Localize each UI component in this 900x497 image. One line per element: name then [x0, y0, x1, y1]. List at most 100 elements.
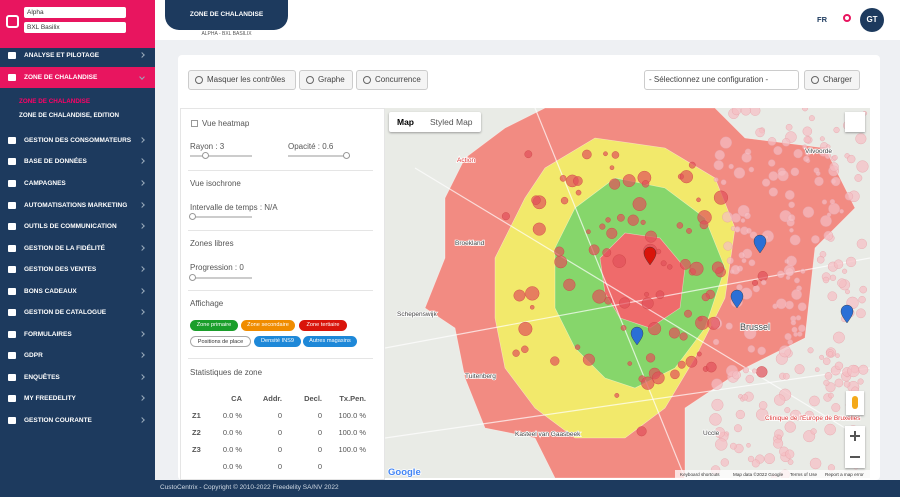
- catchment-circle: [847, 364, 860, 378]
- catchment-circle: [646, 353, 656, 363]
- legend-badge[interactable]: Densité INS9: [254, 336, 301, 347]
- column-header: Tx.Pen.: [339, 394, 366, 403]
- menu-item[interactable]: GESTION DES VENTES: [0, 259, 155, 280]
- zoom-control[interactable]: [845, 426, 865, 468]
- page-subtitle: ALPHA - BXL BASILIX: [201, 31, 252, 37]
- catchment-circle: [744, 148, 752, 156]
- slider-knob[interactable]: [343, 152, 350, 159]
- store-marker[interactable]: [840, 304, 854, 324]
- store-marker[interactable]: [753, 234, 767, 254]
- map-tab[interactable]: Styled Map: [430, 117, 473, 127]
- menu-item[interactable]: GESTION DE LA FIDÉLITÉ: [0, 238, 155, 259]
- catchment-circle: [559, 175, 567, 182]
- catchment-circle: [797, 302, 807, 312]
- catchment-circle: [828, 202, 840, 215]
- fullscreen-button[interactable]: [845, 112, 865, 132]
- legend-badge[interactable]: Positions de place: [190, 336, 251, 347]
- load-button[interactable]: Charger: [804, 70, 860, 90]
- legend-badge[interactable]: Zone tertiaire: [299, 320, 347, 331]
- legend-badge[interactable]: Zone primaire: [190, 320, 238, 331]
- menu-item[interactable]: ZONE DE CHALANDISE: [0, 67, 155, 88]
- heatmap-label: Vue heatmap: [202, 119, 250, 128]
- menu-item[interactable]: ENQUÊTES: [0, 367, 155, 388]
- table-cell: 0.0 %: [222, 411, 242, 420]
- menu-item[interactable]: GDPR: [0, 345, 155, 366]
- menu-item[interactable]: AUTOMATISATIONS MARKETING: [0, 195, 155, 216]
- menu-item[interactable]: BASE DE DONNÉES: [0, 151, 155, 172]
- avatar[interactable]: GT: [860, 8, 884, 32]
- submenu-item[interactable]: ZONE DE CHALANDISE, EDITION: [19, 112, 120, 119]
- menu-item[interactable]: BONS CADEAUX: [0, 281, 155, 302]
- catchment-circle: [609, 165, 615, 170]
- slider-knob[interactable]: [189, 213, 196, 220]
- logo: [6, 15, 19, 28]
- competition-button[interactable]: Concurrence: [356, 70, 428, 90]
- chevron: [139, 52, 145, 58]
- catchment-circle: [712, 338, 720, 346]
- opacity-slider[interactable]: [288, 155, 350, 157]
- store-marker[interactable]: [730, 289, 744, 309]
- catchment-circle: [736, 284, 743, 291]
- heatmap-checkbox[interactable]: [191, 120, 198, 127]
- place-label: Tuitenberg: [465, 373, 496, 380]
- map[interactable]: Vilvoorde Broekland Action Schepenswijk Brus…: [385, 108, 870, 478]
- catchment-circle: [619, 297, 631, 309]
- menu-item[interactable]: ANALYSE ET PILOTAGE: [0, 45, 155, 66]
- chevron: [139, 74, 145, 80]
- legend-badge[interactable]: Zone secondaire: [241, 320, 295, 331]
- graph-button[interactable]: Graphe: [299, 70, 353, 90]
- table-cell: 0: [317, 445, 322, 454]
- catchment-circle: [751, 368, 757, 374]
- menu-icon: [8, 266, 16, 273]
- store-select[interactable]: BXL Basilix: [24, 22, 126, 33]
- catchment-circle: [611, 151, 620, 159]
- menu-item[interactable]: OUTILS DE COMMUNICATION: [0, 216, 155, 237]
- language[interactable]: FR: [817, 15, 827, 24]
- legend-badge[interactable]: Autres magasins: [303, 336, 357, 347]
- attribution-link[interactable]: Keyboard shortcuts: [680, 472, 720, 477]
- menu-item[interactable]: FORMULAIRES: [0, 324, 155, 345]
- slider-knob[interactable]: [189, 274, 196, 281]
- account-select[interactable]: Alpha: [24, 7, 126, 18]
- street-view-button[interactable]: [846, 391, 864, 415]
- menu-item[interactable]: MY FREEDELITY: [0, 388, 155, 409]
- page-tab[interactable]: ZONE DE CHALANDISE: [165, 0, 288, 30]
- config-select[interactable]: - Sélectionnez une configuration -: [644, 70, 799, 90]
- slider-knob[interactable]: [202, 152, 209, 159]
- catchment-circle: [660, 260, 667, 267]
- radius-slider[interactable]: [190, 155, 252, 157]
- menu-item[interactable]: CAMPAGNES: [0, 173, 155, 194]
- catchment-circle: [785, 449, 795, 459]
- section-title: Statistiques de zone: [190, 368, 263, 377]
- catchment-circle: [730, 442, 737, 450]
- menu-item[interactable]: GESTION DES CONSOMMATEURS: [0, 130, 155, 151]
- attribution-link[interactable]: Map data ©2022 Google: [733, 471, 784, 477]
- interval-slider[interactable]: [190, 216, 252, 218]
- store-marker[interactable]: [630, 326, 644, 346]
- attribution-link[interactable]: Report a map error: [825, 472, 864, 477]
- catchment-circle: [824, 423, 836, 436]
- menu-item[interactable]: GESTION DE CATALOGUE: [0, 302, 155, 323]
- map-tab[interactable]: Map: [397, 117, 414, 127]
- store-marker[interactable]: [643, 246, 657, 266]
- toggle-controls-button[interactable]: Masquer les contrôles: [188, 70, 296, 90]
- catchment-circle: [808, 115, 815, 122]
- catchment-circle: [824, 152, 831, 159]
- catchment-circle: [707, 316, 720, 330]
- attribution-link[interactable]: Terms of Use: [790, 472, 818, 477]
- catchment-circle: [518, 321, 533, 336]
- catchment-circle: [670, 369, 680, 380]
- progression-slider[interactable]: [190, 277, 252, 279]
- catchment-circle: [798, 324, 806, 333]
- column-header: Addr.: [262, 394, 282, 403]
- catchment-circle: [550, 356, 560, 366]
- catchment-circle: [701, 293, 710, 302]
- catchment-circle: [809, 395, 820, 407]
- menu-item[interactable]: GESTION COURANTE: [0, 410, 155, 431]
- submenu-item[interactable]: ZONE DE CHALANDISE: [19, 98, 91, 105]
- search-icon[interactable]: [843, 14, 851, 22]
- catchment-circle: [734, 226, 741, 233]
- map-canvas: Vilvoorde Broekland Action Schepenswijk Brus…: [385, 108, 870, 478]
- row-header: Z3: [192, 445, 201, 454]
- catchment-circle: [641, 297, 654, 310]
